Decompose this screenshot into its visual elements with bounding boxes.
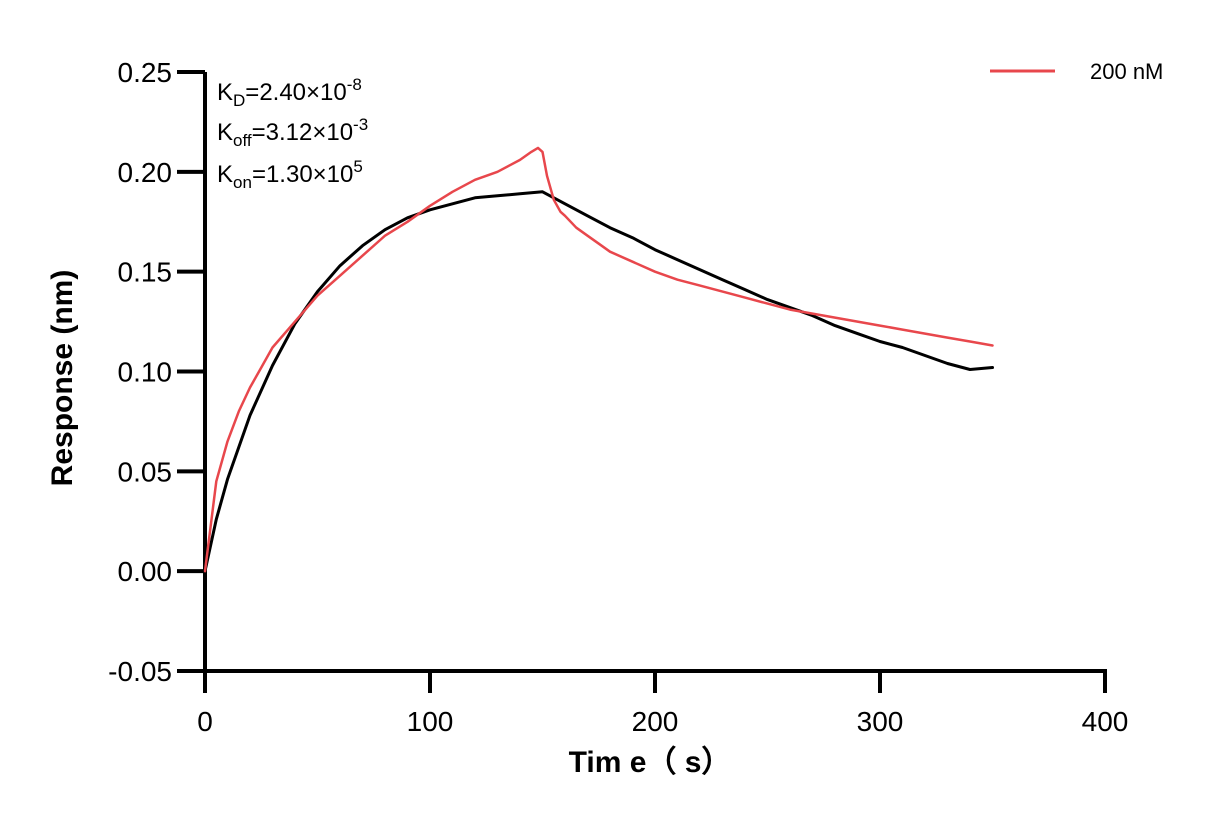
kon-annotation: Kon=1.30×105 xyxy=(217,157,363,192)
koff-annotation: Koff=3.12×10-3 xyxy=(217,115,368,150)
x-tick-label-0: 0 xyxy=(197,706,213,737)
y-tick-label-6: 0.25 xyxy=(118,57,173,88)
y-tick-label-1: 0.00 xyxy=(118,556,173,587)
x-tick-label-4: 400 xyxy=(1082,706,1129,737)
y-tick-label-5: 0.20 xyxy=(118,157,173,188)
y-tick-label-2: 0.05 xyxy=(118,456,173,487)
y-axis-title: Response (nm) xyxy=(46,270,79,487)
kd-annotation: KD=2.40×10-8 xyxy=(217,75,362,110)
series-layer xyxy=(203,146,994,573)
y-tick-label-4: 0.15 xyxy=(118,257,173,288)
fit-curve-line xyxy=(203,190,994,573)
x-tick-label-2: 200 xyxy=(632,706,679,737)
y-tick-label-0: -0.05 xyxy=(108,656,172,687)
axes: -0.05 0.00 0.05 0.10 0.15 0.20 0.25 0 100 200 300 4… xyxy=(108,57,1128,737)
legend: 200 nM xyxy=(990,59,1163,84)
legend-label-200nm: 200 nM xyxy=(1090,59,1163,84)
x-tick-label-1: 100 xyxy=(407,706,454,737)
y-tick-label-3: 0.10 xyxy=(118,357,173,388)
series-line-200nm xyxy=(203,146,994,573)
x-tick-label-3: 300 xyxy=(857,706,904,737)
annotations: KD=2.40×10-8 Koff=3.12×10-3 Kon=1.30×105 xyxy=(217,75,368,192)
x-axis-title: Tim e（ s） xyxy=(569,745,732,779)
